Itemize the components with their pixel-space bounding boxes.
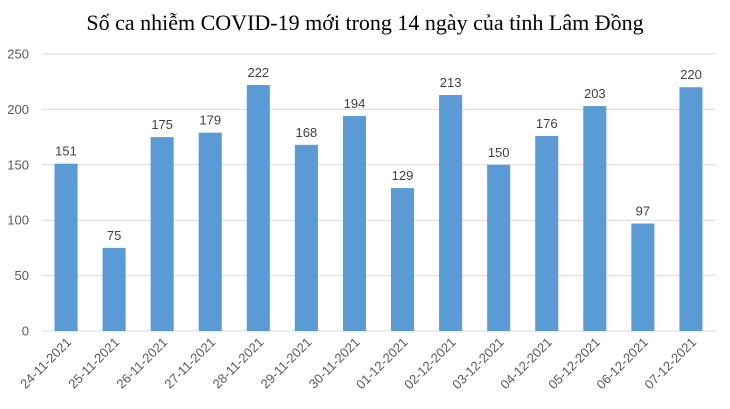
x-tick-label: 29-11-2021	[258, 335, 315, 392]
bar-26-11-2021	[150, 137, 174, 331]
data-label: 168	[296, 125, 318, 140]
data-label: 175	[151, 117, 173, 132]
x-tick-label: 26-11-2021	[113, 335, 170, 392]
data-label: 213	[440, 75, 462, 90]
data-label: 151	[55, 144, 77, 159]
y-tick-label: 50	[15, 268, 29, 283]
x-tick-label: 24-11-2021	[17, 335, 74, 392]
y-tick-label: 0	[22, 324, 29, 339]
data-label: 97	[636, 204, 650, 219]
bar-04-12-2021	[535, 135, 559, 331]
data-label: 222	[247, 65, 269, 80]
y-tick-label: 200	[7, 102, 29, 117]
data-label: 176	[536, 116, 558, 131]
bar-03-12-2021	[487, 164, 511, 331]
x-tick-label: 25-11-2021	[65, 335, 122, 392]
x-tick-label: 07-12-2021	[641, 335, 699, 393]
bar-05-12-2021	[583, 106, 607, 332]
bar-25-11-2021	[102, 247, 126, 331]
y-tick-label: 250	[7, 47, 29, 62]
data-label: 203	[584, 86, 606, 101]
bar-01-12-2021	[390, 188, 415, 331]
bar-06-12-2021	[631, 223, 655, 331]
data-label: 75	[107, 228, 121, 243]
y-tick-label: 100	[7, 213, 29, 228]
bar-30-11-2021	[342, 116, 367, 331]
bar-29-11-2021	[294, 144, 318, 331]
data-label: 179	[199, 113, 221, 128]
data-label: 129	[392, 168, 414, 183]
data-label: 150	[488, 145, 510, 160]
bar-02-12-2021	[439, 94, 463, 331]
data-label: 194	[344, 96, 366, 111]
bar-24-11-2021	[54, 163, 78, 331]
bar-28-11-2021	[246, 85, 270, 331]
y-tick-label: 150	[7, 157, 29, 172]
bar-07-12-2021	[679, 87, 703, 332]
x-tick-label: 27-11-2021	[161, 335, 218, 392]
data-label: 220	[680, 67, 702, 82]
chart-title: Số ca nhiễm COVID-19 mới trong 14 ngày c…	[86, 10, 644, 35]
bar-27-11-2021	[198, 132, 222, 331]
x-tick-label: 28-11-2021	[209, 335, 266, 392]
